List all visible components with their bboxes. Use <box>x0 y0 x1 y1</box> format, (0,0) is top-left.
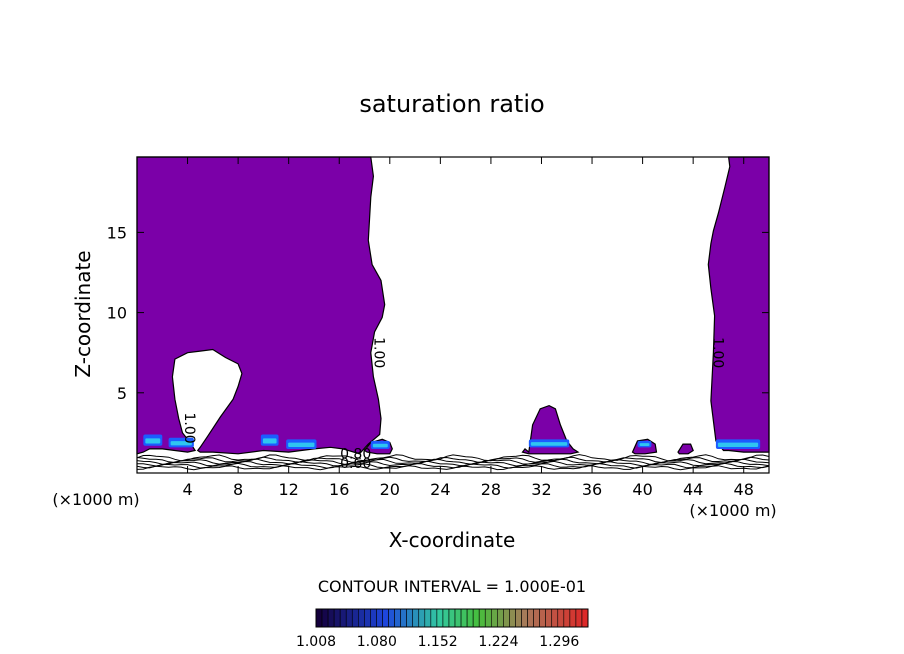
colorbar-swatch <box>412 608 420 628</box>
y-tick-label: 5 <box>117 384 127 403</box>
colorbar-swatch <box>400 608 407 628</box>
colorbar-swatch <box>376 608 383 628</box>
colorbar-swatch <box>327 608 335 628</box>
colorbar-swatch <box>490 608 498 628</box>
colorbar-swatch <box>370 608 377 628</box>
y-axis-label: Z-coordinate <box>71 250 95 377</box>
colorbar-swatch <box>339 608 347 628</box>
x-units-left: (×1000 m) <box>52 490 139 509</box>
contour-label: 1.00 <box>181 413 197 444</box>
colorbar-swatch <box>315 608 323 628</box>
colorbar-swatch <box>521 608 528 628</box>
colorbar-swatch <box>539 608 546 628</box>
colorbar-swatch <box>418 608 426 628</box>
high-sat-core <box>717 442 759 448</box>
x-tick-label: 28 <box>481 480 501 499</box>
y-axis-ticks: 5 10 15 <box>107 223 769 403</box>
colorbar-swatch <box>466 608 474 628</box>
colorbar-swatch <box>351 608 359 628</box>
colorbar-swatch <box>448 608 456 628</box>
colorbar-tick-label: 1.080 <box>357 634 397 650</box>
colorbar-swatch <box>472 608 480 628</box>
high-sat-core <box>145 438 161 444</box>
region-supersaturated-right <box>707 156 770 453</box>
high-sat-core <box>372 443 388 448</box>
high-sat-core <box>288 442 315 448</box>
plot-area: 1.00 1.00 1.00 0.800.60 <box>136 156 770 474</box>
colorbar-swatch <box>503 608 510 628</box>
colorbar-swatch <box>430 608 438 628</box>
colorbar <box>315 608 589 628</box>
colorbar-swatch <box>406 608 414 628</box>
x-tick-label: 40 <box>632 480 652 499</box>
colorbar-tick-label: 1.296 <box>539 634 579 650</box>
colorbar-swatch <box>581 608 589 628</box>
colorbar-swatch <box>454 608 462 628</box>
x-axis-ticks: 4 8 12 16 20 24 28 32 36 40 44 48 <box>182 157 754 499</box>
colorbar-swatch <box>333 608 341 628</box>
contour-interval-text: CONTOUR INTERVAL = 1.000E-01 <box>318 577 586 596</box>
x-tick-label: 8 <box>233 480 243 499</box>
x-tick-label: 4 <box>182 480 192 499</box>
contour-label: 0.60 <box>340 456 371 472</box>
colorbar-swatch <box>545 608 553 628</box>
region-cloud-43km <box>677 443 694 455</box>
colorbar-swatch <box>569 608 577 628</box>
colorbar-swatch <box>551 608 559 628</box>
y-tick-label: 15 <box>107 223 127 242</box>
y-tick-label: 10 <box>107 304 127 323</box>
x-axis-label: X-coordinate <box>389 528 516 552</box>
colorbar-swatch <box>563 608 571 628</box>
colorbar-swatch <box>497 608 504 628</box>
colorbar-swatch <box>394 608 401 628</box>
colorbar-swatch <box>527 608 534 628</box>
colorbar-tick-label: 1.224 <box>478 634 518 650</box>
x-tick-label: 24 <box>430 480 450 499</box>
contour-line <box>136 454 770 462</box>
x-units-right: (×1000 m) <box>689 501 776 520</box>
contour-label: 0.80 <box>340 447 371 463</box>
chart-title: saturation ratio <box>359 90 544 118</box>
colorbar-swatch <box>533 608 540 628</box>
colorbar-swatch <box>358 608 365 628</box>
x-tick-label: 20 <box>380 480 400 499</box>
high-sat-core <box>639 443 650 447</box>
x-tick-label: 12 <box>279 480 299 499</box>
colorbar-swatch <box>388 608 395 628</box>
x-tick-label: 16 <box>329 480 349 499</box>
colorbar-tick-label: 1.008 <box>296 634 336 650</box>
contour-line <box>136 465 770 471</box>
colorbar-swatch <box>364 608 371 628</box>
x-tick-label: 36 <box>582 480 602 499</box>
colorbar-swatch <box>484 608 492 628</box>
colorbar-swatch <box>557 608 565 628</box>
colorbar-swatch <box>436 608 444 628</box>
contour-label: 1.00 <box>709 337 725 368</box>
colorbar-swatch <box>442 608 450 628</box>
colorbar-swatch <box>321 608 329 628</box>
contour-line <box>137 460 770 467</box>
colorbar-swatch <box>460 608 468 628</box>
colorbar-swatch <box>382 608 389 628</box>
colorbar-labels: 1.008 1.080 1.152 1.224 1.296 <box>296 634 579 650</box>
colorbar-swatch <box>345 608 353 628</box>
high-sat-core <box>170 441 192 446</box>
colorbar-tick-label: 1.152 <box>418 634 458 650</box>
colorbar-swatch <box>515 608 522 628</box>
x-tick-label: 32 <box>531 480 551 499</box>
high-sat-core <box>262 438 277 444</box>
plot-frame <box>136 156 770 474</box>
colorbar-swatch <box>509 608 516 628</box>
colorbar-frame <box>315 608 589 628</box>
x-tick-label: 44 <box>683 480 703 499</box>
colorbar-swatch <box>575 608 583 628</box>
contour-label: 1.00 <box>371 337 387 368</box>
x-tick-label: 48 <box>734 480 754 499</box>
high-sat-core <box>530 442 568 446</box>
colorbar-swatch <box>478 608 486 628</box>
region-supersaturated-left <box>136 156 386 455</box>
colorbar-swatch <box>424 608 432 628</box>
